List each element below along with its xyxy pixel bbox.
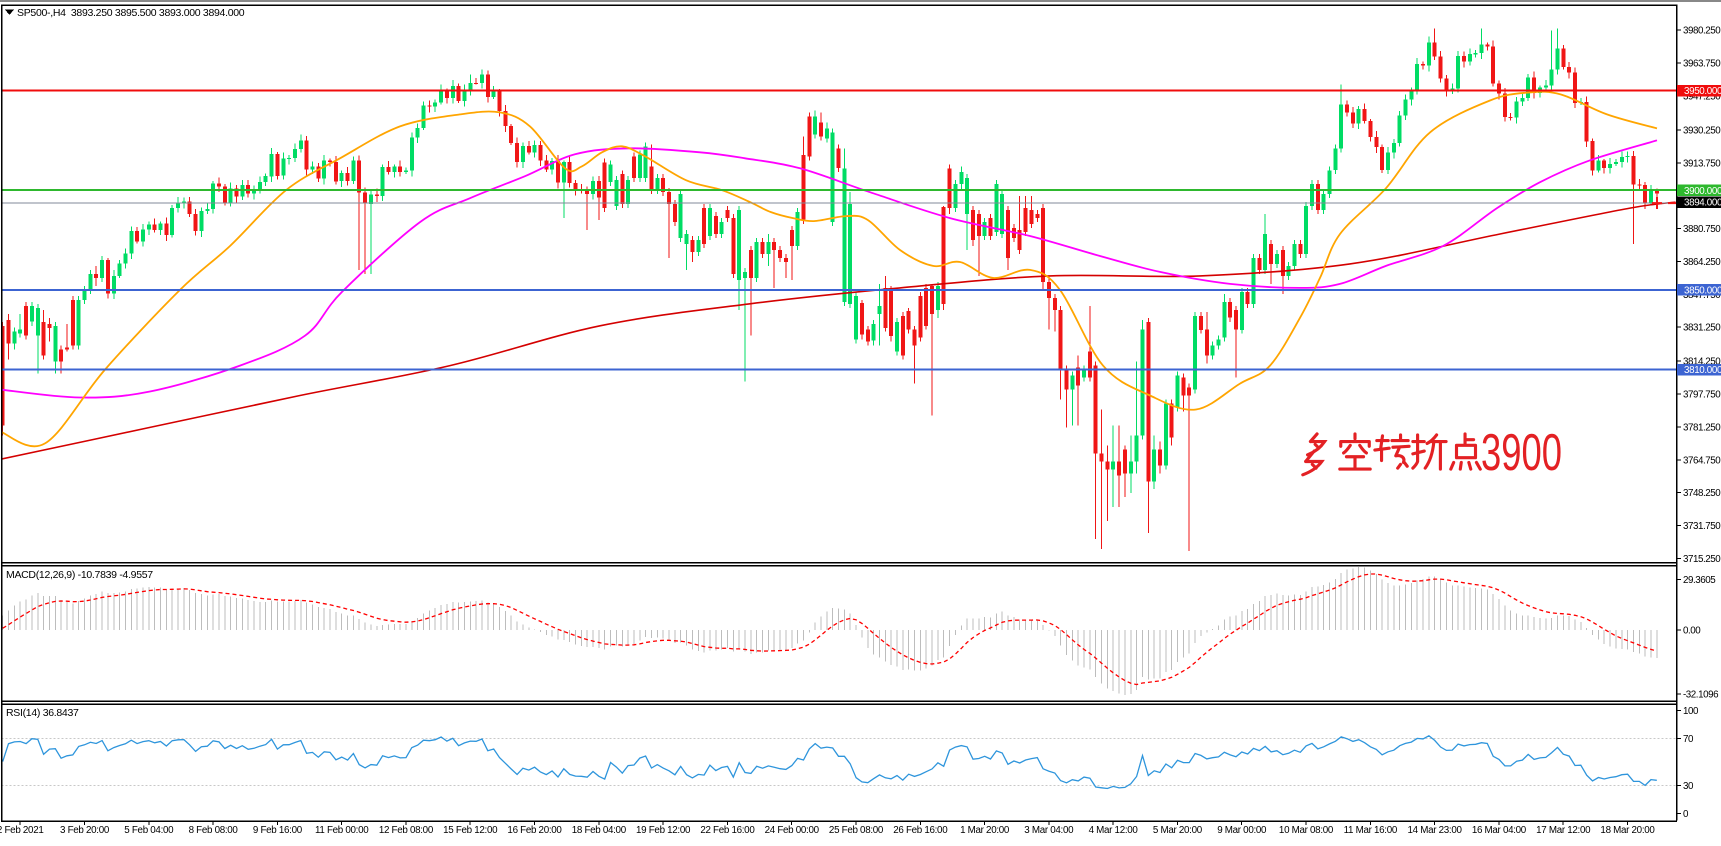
svg-text:3980.250: 3980.250 xyxy=(1683,26,1721,37)
svg-text:15 Feb 12:00: 15 Feb 12:00 xyxy=(443,825,498,836)
svg-text:29.3605: 29.3605 xyxy=(1683,575,1716,586)
svg-text:3 Mar 04:00: 3 Mar 04:00 xyxy=(1024,825,1074,836)
svg-text:5 Feb 04:00: 5 Feb 04:00 xyxy=(124,825,174,836)
svg-text:9 Mar 00:00: 9 Mar 00:00 xyxy=(1217,825,1267,836)
svg-text:3963.750: 3963.750 xyxy=(1683,59,1721,70)
svg-text:3900.000: 3900.000 xyxy=(1684,186,1721,197)
svg-text:-32.1096: -32.1096 xyxy=(1683,690,1719,701)
svg-text:3880.750: 3880.750 xyxy=(1683,224,1721,235)
svg-text:3913.750: 3913.750 xyxy=(1683,158,1721,169)
svg-text:3781.250: 3781.250 xyxy=(1683,422,1721,433)
svg-text:0: 0 xyxy=(1683,809,1689,820)
svg-text:11 Mar 16:00: 11 Mar 16:00 xyxy=(1344,825,1398,836)
svg-text:16 Mar 04:00: 16 Mar 04:00 xyxy=(1472,825,1527,836)
svg-text:0.00: 0.00 xyxy=(1683,626,1701,637)
svg-text:22 Feb 16:00: 22 Feb 16:00 xyxy=(700,825,755,836)
svg-text:2 Feb 2021: 2 Feb 2021 xyxy=(0,825,43,836)
svg-text:3748.250: 3748.250 xyxy=(1683,488,1721,499)
svg-text:3 Feb 20:00: 3 Feb 20:00 xyxy=(60,825,110,836)
svg-text:3814.250: 3814.250 xyxy=(1683,357,1721,368)
svg-text:25 Feb 08:00: 25 Feb 08:00 xyxy=(829,825,884,836)
svg-text:26 Feb 16:00: 26 Feb 16:00 xyxy=(893,825,948,836)
svg-text:12 Feb 08:00: 12 Feb 08:00 xyxy=(379,825,434,836)
svg-text:1 Mar 20:00: 1 Mar 20:00 xyxy=(960,825,1010,836)
svg-text:11 Feb 00:00: 11 Feb 00:00 xyxy=(315,825,369,836)
svg-text:3715.250: 3715.250 xyxy=(1683,554,1721,565)
svg-text:3810.000: 3810.000 xyxy=(1684,365,1721,376)
svg-text:10 Mar 08:00: 10 Mar 08:00 xyxy=(1279,825,1334,836)
svg-text:RSI(14) 36.8437: RSI(14) 36.8437 xyxy=(6,707,79,719)
svg-text:3731.750: 3731.750 xyxy=(1683,521,1721,532)
svg-text:4 Mar 12:00: 4 Mar 12:00 xyxy=(1089,825,1139,836)
svg-text:19 Feb 12:00: 19 Feb 12:00 xyxy=(636,825,691,836)
svg-text:3764.750: 3764.750 xyxy=(1683,455,1721,466)
svg-text:17 Mar 12:00: 17 Mar 12:00 xyxy=(1536,825,1591,836)
svg-text:8 Feb 08:00: 8 Feb 08:00 xyxy=(189,825,239,836)
svg-text:3797.750: 3797.750 xyxy=(1683,390,1721,401)
svg-text:3850.000: 3850.000 xyxy=(1684,286,1721,297)
svg-text:18 Mar 20:00: 18 Mar 20:00 xyxy=(1600,825,1655,836)
svg-text:5 Mar 20:00: 5 Mar 20:00 xyxy=(1153,825,1203,836)
svg-text:3894.000: 3894.000 xyxy=(1684,198,1721,209)
svg-text:3950.000: 3950.000 xyxy=(1684,86,1721,97)
svg-text:70: 70 xyxy=(1683,734,1694,745)
svg-text:100: 100 xyxy=(1683,706,1699,717)
svg-text:3947.250: 3947.250 xyxy=(1683,92,1721,103)
svg-text:9 Feb 16:00: 9 Feb 16:00 xyxy=(253,825,303,836)
svg-text:SP500-,H4 3893.250 3895.500 3: SP500-,H4 3893.250 3895.500 3893.000 389… xyxy=(17,7,245,19)
svg-text:MACD(12,26,9) -10.7839 -4.9557: MACD(12,26,9) -10.7839 -4.9557 xyxy=(6,569,153,581)
svg-text:3930.250: 3930.250 xyxy=(1683,125,1721,136)
svg-text:3831.250: 3831.250 xyxy=(1683,323,1721,334)
svg-text:18 Feb 04:00: 18 Feb 04:00 xyxy=(572,825,627,836)
svg-text:3864.250: 3864.250 xyxy=(1683,257,1721,268)
svg-text:3900: 3900 xyxy=(1481,422,1562,481)
svg-text:30: 30 xyxy=(1683,781,1694,792)
svg-text:16 Feb 20:00: 16 Feb 20:00 xyxy=(507,825,562,836)
svg-text:24 Feb 00:00: 24 Feb 00:00 xyxy=(765,825,820,836)
svg-text:14 Mar 23:00: 14 Mar 23:00 xyxy=(1408,825,1463,836)
